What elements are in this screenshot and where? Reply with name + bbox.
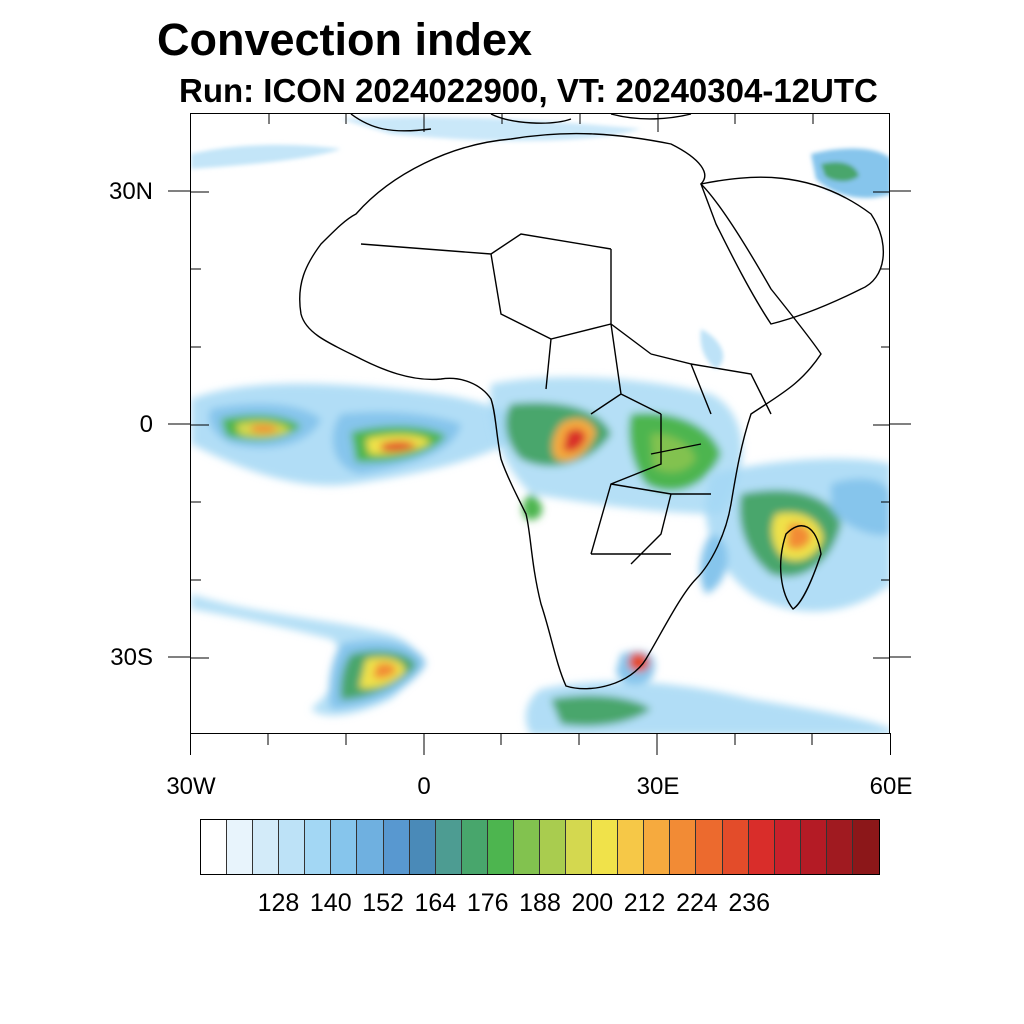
colorbar-label: 224 (676, 889, 718, 917)
colorbar-cell (774, 820, 801, 874)
colorbar-cell (435, 820, 462, 874)
colorbar-label: 200 (571, 889, 614, 917)
colorbar-cell (305, 820, 332, 874)
y-axis-ticks-right (889, 190, 911, 658)
colorbar-label: 236 (728, 889, 771, 917)
colorbar-label: 152 (362, 889, 404, 917)
lon-label-0: 0 (417, 773, 431, 800)
colorbar-cell (566, 820, 593, 874)
convection-field (191, 117, 889, 733)
colorbar-cell (409, 820, 436, 874)
colorbar-cell (826, 820, 853, 874)
colorbar-cell (852, 820, 880, 874)
colorbar-cell (722, 820, 749, 874)
colorbar (200, 819, 880, 875)
map-plot-area (190, 113, 890, 734)
colorbar-cell (201, 820, 228, 874)
colorbar-cell (592, 820, 619, 874)
colorbar-label: 212 (623, 889, 666, 917)
map-ticks (191, 114, 889, 659)
colorbar-label: 164 (414, 889, 457, 917)
colorbar-cell (618, 820, 645, 874)
colorbar-cell (748, 820, 775, 874)
lat-label-30s: 30S (110, 644, 153, 671)
coastlines (299, 114, 885, 690)
colorbar-cell (227, 820, 254, 874)
map-title: Convection index (157, 14, 533, 65)
colorbar-label: 176 (466, 889, 509, 917)
map-subtitle: Run: ICON 2024022900, VT: 20240304-12UTC (179, 72, 878, 109)
colorbar-cell (513, 820, 541, 874)
lon-label-30e: 30E (636, 773, 680, 800)
lat-label-equator: 0 (139, 411, 153, 438)
colorbar-cell (644, 820, 671, 874)
colorbar-cell (670, 820, 697, 874)
colorbar-cell (357, 820, 384, 874)
lat-label-30n: 30N (108, 178, 153, 205)
convection-map (191, 114, 889, 733)
colorbar-cell (253, 820, 280, 874)
colorbar-label: 188 (519, 889, 561, 917)
y-axis-ticks (168, 190, 191, 658)
x-axis-ticks (190, 733, 891, 755)
colorbar-cell (331, 820, 358, 874)
colorbar-cell (800, 820, 827, 874)
lon-label-30w: 30W (166, 773, 216, 800)
colorbar-cell (696, 820, 723, 874)
colorbar-cell (461, 820, 488, 874)
lon-label-60e: 60E (869, 773, 913, 800)
colorbar-cell (383, 820, 410, 874)
colorbar-cell (279, 820, 306, 874)
colorbar-cell (540, 820, 567, 874)
colorbar-cell (487, 820, 514, 874)
colorbar-label: 140 (309, 889, 352, 917)
colorbar-label: 128 (257, 889, 300, 917)
